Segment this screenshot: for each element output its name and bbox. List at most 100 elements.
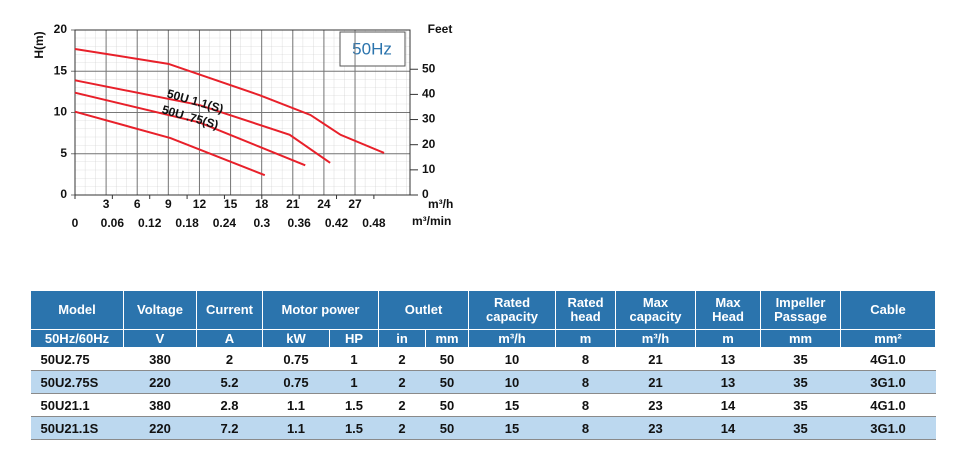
- table-cell: 4G1.0: [840, 347, 936, 371]
- header-text: Impeller Passage: [774, 295, 827, 324]
- x-tick-label: 9: [165, 197, 172, 211]
- table-cell: 2: [378, 370, 426, 394]
- y2-tick-label: 0: [422, 187, 429, 201]
- header-text: Max Head: [712, 295, 744, 324]
- table-cell: 0.75: [262, 370, 330, 394]
- x2-tick-label: 0.06: [101, 216, 125, 230]
- table-row: 50U2.75S 220 5.2 0.75 1 2 50 10 8 21 13 35 3G1.0: [30, 370, 936, 394]
- header-cell: Cable: [840, 290, 936, 330]
- table-cell: 2: [378, 416, 426, 440]
- header-cell: Outlet: [378, 290, 469, 330]
- header-cell: Model: [30, 290, 124, 330]
- unit-cell: m³/h: [468, 329, 556, 348]
- table-cell: 50U2.75S: [30, 370, 124, 394]
- pump-curve: [74, 110, 266, 177]
- title-box: [339, 31, 406, 67]
- x-tick-label: 21: [286, 197, 300, 211]
- table-cell: 8: [555, 347, 616, 371]
- chart-title: 50Hz: [352, 39, 392, 58]
- table-cell: 21: [615, 347, 696, 371]
- unit-cell: 50Hz/60Hz: [30, 329, 124, 348]
- table-cell: 35: [760, 347, 841, 371]
- x-axis-label: m³/h: [428, 197, 453, 211]
- pump-curve: [74, 79, 331, 164]
- header-text: Rated capacity: [485, 295, 539, 324]
- y-tick-label: 5: [60, 146, 67, 160]
- table-cell: 2: [378, 347, 426, 371]
- table-cell: 1.1: [262, 393, 330, 417]
- table-cell: 220: [123, 416, 197, 440]
- table-cell: 8: [555, 416, 616, 440]
- table-cell: 50: [425, 393, 469, 417]
- y-tick-label: 0: [60, 187, 67, 201]
- table-cell: 5.2: [196, 370, 263, 394]
- table-cell: 21: [615, 370, 696, 394]
- y2-axis-label: Feet: [428, 22, 453, 36]
- y2-tick-label: 50: [422, 61, 436, 75]
- x-tick-label: 3: [103, 197, 110, 211]
- unit-cell: m: [695, 329, 761, 348]
- x-tick-label: 24: [317, 197, 331, 211]
- header-cell: Max Head: [695, 290, 761, 330]
- table-cell: 15: [468, 393, 556, 417]
- header-cell: Motor power: [262, 290, 379, 330]
- table-cell: 8: [555, 370, 616, 394]
- y-tick-label: 15: [54, 63, 68, 77]
- header-cell: Voltage: [123, 290, 197, 330]
- pump-curve: [74, 47, 385, 154]
- table-cell: 50U21.1: [30, 393, 124, 417]
- unit-cell: m: [555, 329, 616, 348]
- table-cell: 23: [615, 416, 696, 440]
- table-cell: 380: [123, 347, 197, 371]
- y-axis-label: H(m): [32, 31, 46, 58]
- table-cell: 8: [555, 393, 616, 417]
- table-cell: 50U21.1S: [30, 416, 124, 440]
- table-cell: 7.2: [196, 416, 263, 440]
- table-cell: 2.8: [196, 393, 263, 417]
- x2-tick-label: 0.48: [362, 216, 386, 230]
- table-cell: 1: [329, 347, 379, 371]
- table-cell: 1.5: [329, 393, 379, 417]
- y2-tick-label: 30: [422, 112, 436, 126]
- table-cell: 14: [695, 393, 761, 417]
- spec-table: Model Voltage Current Motor power Outlet…: [30, 290, 936, 440]
- unit-cell: mm: [760, 329, 841, 348]
- x2-tick-label: 0.24: [213, 216, 237, 230]
- table-cell: 4G1.0: [840, 393, 936, 417]
- table-cell: 23: [615, 393, 696, 417]
- x-tick-label: 18: [255, 197, 269, 211]
- y2-tick-label: 40: [422, 87, 436, 101]
- x-tick-label: 15: [224, 197, 238, 211]
- table-cell: 220: [123, 370, 197, 394]
- table-cell: 50: [425, 416, 469, 440]
- unit-cell: V: [123, 329, 197, 348]
- x2-tick-label: 0.12: [138, 216, 162, 230]
- table-cell: 50U2.75: [30, 347, 124, 371]
- x-tick-label: 27: [348, 197, 362, 211]
- chart: 50Hz H(m) Feet m³/h m³/min 0 5 10 15 20 3 6 9 12…: [32, 22, 453, 230]
- header-cell: Current: [196, 290, 263, 330]
- table-cell: 13: [695, 370, 761, 394]
- unit-cell: kW: [262, 329, 330, 348]
- table-cell: 1.5: [329, 416, 379, 440]
- unit-cell: m³/h: [615, 329, 696, 348]
- y2-tick-label: 20: [422, 137, 436, 151]
- unit-cell: mm: [425, 329, 469, 348]
- x-tick-label: 12: [193, 197, 207, 211]
- pump-curve: [74, 91, 306, 167]
- x-tick-label: 6: [134, 197, 141, 211]
- x2-axis-label: m³/min: [412, 214, 451, 228]
- header-cell: Rated capacity: [468, 290, 556, 330]
- table-cell: 10: [468, 370, 556, 394]
- header-text: Rated head: [567, 295, 604, 324]
- table-cell: 10: [468, 347, 556, 371]
- unit-cell: A: [196, 329, 263, 348]
- unit-cell: mm²: [840, 329, 936, 348]
- table-cell: 3G1.0: [840, 416, 936, 440]
- table-cell: 14: [695, 416, 761, 440]
- x2-tick-label: 0.36: [287, 216, 311, 230]
- table-cell: 13: [695, 347, 761, 371]
- y-tick-label: 10: [54, 105, 68, 119]
- table-cell: 1.1: [262, 416, 330, 440]
